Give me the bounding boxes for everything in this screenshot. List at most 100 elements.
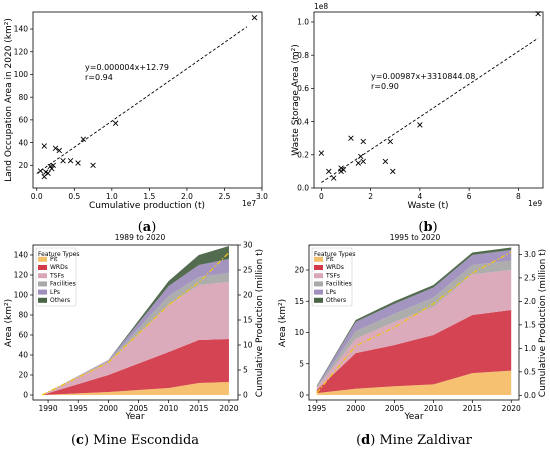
panel-a-x-tick-label: 2.0 (181, 192, 193, 201)
panel-d-plot-frame (308, 244, 520, 401)
panel-d-legend-swatch-facilities (314, 281, 323, 287)
panel-a-plot-frame (32, 11, 263, 189)
panel-b-data-point (338, 168, 344, 175)
panel-c-plot-frame (32, 244, 239, 401)
panel-b-data-point (360, 138, 366, 145)
panel-b-y-tick-label: 0.2 (297, 150, 309, 159)
panel-c-y2-tick-label: 0 (243, 391, 248, 400)
panel-a-data-point (41, 143, 47, 149)
panel-a-data-point (90, 162, 96, 169)
panel-d-legend-swatch-tsfs (314, 273, 323, 279)
panel-d-legend-label-wrds: WRDs (326, 264, 344, 271)
panel-c-y-tick-label: 60 (18, 331, 28, 340)
panel-c-legend-swatch-wrds (38, 265, 47, 270)
panel-c-y-tick-label: 100 (14, 291, 29, 300)
panel-b-x-label: Waste (t) (407, 201, 448, 211)
panel-c-y-tick-label: 20 (18, 371, 28, 380)
panel-b-y-tick-label: 0.8 (297, 51, 309, 60)
panel-a-x-tick-label: 3.0 (256, 192, 268, 201)
panel-b-x-tick-label: 6 (467, 192, 472, 201)
panel-c-x-tick-label: 2005 (129, 404, 148, 413)
panel-c-legend-label-facilities: Facilities (50, 281, 76, 288)
panel-a-data-point (60, 158, 66, 164)
panel-d-x-tick-label: 2015 (463, 404, 482, 413)
panel-c-x-tick-label: 2010 (159, 404, 178, 413)
panel-c-y-label: Area (km²) (4, 299, 14, 347)
panel-d-y-tick-label: 20 (294, 266, 304, 275)
panel-c-y2-tick-label: 10 (243, 341, 253, 350)
panel-b-data-point (348, 135, 354, 141)
panel-d-x-ticks: 1995 2000 2005 2010 2015 2020 (307, 400, 521, 413)
panel-c-legend-swatch-facilities (38, 281, 47, 287)
panel-b-y-label: Waste Storage Area (m²) (291, 44, 301, 156)
panel-a-x-ticks: 0.0 0.5 1.0 1.5 2.0 2.5 3.0 (31, 188, 268, 201)
panel-c-area-others (42, 246, 229, 395)
panel-a-y-tick-label: 20 (18, 161, 28, 170)
panel-c-legend-swatch-pit (38, 256, 47, 262)
panel-d-legend-label-others: Others (326, 297, 346, 304)
panel-d-y2-tick-label: 1.5 (524, 321, 536, 330)
panel-c-x-tick-label: 2020 (219, 404, 238, 413)
panel-b-data-point (355, 160, 362, 166)
panel-d-legend-label-lps: LPs (326, 289, 336, 296)
panel-d-x-tick-label: 2005 (385, 404, 404, 413)
panel-c-x-label: Year (124, 412, 144, 422)
panel-a-data-point (56, 147, 62, 154)
panel-b-data-point (390, 168, 396, 175)
panel-a-data-point (251, 14, 258, 21)
panel-c-caption: (c) Mine Escondida (71, 433, 199, 448)
panel-d-y2-label: Cumulative Production (million t) (538, 249, 548, 397)
panel-d-legend-swatch-wrds (314, 265, 323, 270)
panel-c-x-tick-label: 2015 (189, 404, 208, 413)
panel-c-y2-tick-label: 20 (243, 291, 253, 300)
panel-a-x-multiplier: 1e7 (242, 199, 256, 208)
panel-a-y-tick-label: 100 (14, 70, 29, 79)
panel-c-area-pit (42, 382, 229, 395)
panel-a-y-tick-label: 40 (18, 138, 28, 147)
panel-d-y-ticks: 0 5 10 15 20 (294, 266, 309, 400)
panel-c-area-lps (42, 259, 229, 395)
panel-c-legend-label-wrds: WRDs (50, 264, 68, 271)
panel-d-x-tick-label: 1995 (307, 404, 326, 413)
panel-c-y-tick-label: 40 (18, 351, 28, 360)
panel-b-data-point (318, 150, 325, 156)
panel-d-x-tick-label: 2000 (346, 404, 365, 413)
panel-b-y-ticks: 0.0 0.2 0.4 0.6 0.8 1.0 (297, 18, 314, 193)
panel-a-r-value: r=0.94 (85, 73, 113, 82)
panel-a-x-tick-label: 0.0 (31, 192, 43, 201)
panel-c-legend-swatch-lps (38, 289, 47, 295)
panel-b-data-point (382, 158, 389, 165)
panel-d-stacked-areas (316, 247, 512, 395)
panel-b-data-point (417, 122, 423, 128)
panel-c-y-tick-label: 140 (14, 251, 29, 260)
panel-c-legend-label-others: Others (50, 297, 70, 304)
panel-d-y2-tick-label: 0.0 (524, 391, 536, 400)
panel-c-y2-label: Cumulative Production (million t) (255, 249, 265, 397)
panel-a-data-point (52, 145, 59, 151)
panel-d-legend-label-tsfs: TSFs (325, 272, 340, 279)
panel-b-data-point (360, 158, 366, 165)
panel-c-y-tick-label: 120 (14, 271, 29, 280)
panel-a-data-point (45, 170, 51, 176)
panel-d-y2-ticks: 0.0 0.5 1.0 1.5 2.0 2.5 3.0 (519, 250, 536, 400)
panel-b-y-tick-label: 1.0 (297, 18, 309, 27)
panel-d-legend-title: Feature Types (314, 251, 356, 258)
panel-d-y2-tick-label: 0.5 (524, 368, 536, 377)
panel-d-y2-tick-label: 3.0 (524, 250, 536, 259)
panel-d-y2-tick-label: 2.5 (524, 274, 536, 283)
panel-b-plot-frame (313, 11, 544, 189)
panel-d-y2-tick-label: 2.0 (524, 297, 536, 306)
panel-a-x-label: Cumulative production (t) (89, 201, 205, 211)
panel-c-legend-swatch-others (38, 297, 47, 303)
panel-b-points (318, 10, 541, 181)
panel-a-equation: y=0.000004x+12.79 (85, 63, 169, 72)
panel-d-x-tick-label: 2020 (502, 404, 521, 413)
panel-a-fit-line (36, 26, 248, 174)
panel-a-points (37, 14, 258, 180)
panel-c-legend-title: Feature Types (38, 251, 80, 258)
panel-a-x-tick-label: 0.5 (68, 192, 80, 201)
panel-c-y-ticks: 0 20 40 60 80 100 120 140 (14, 251, 33, 400)
panel-c-y2-tick-label: 30 (243, 241, 253, 250)
